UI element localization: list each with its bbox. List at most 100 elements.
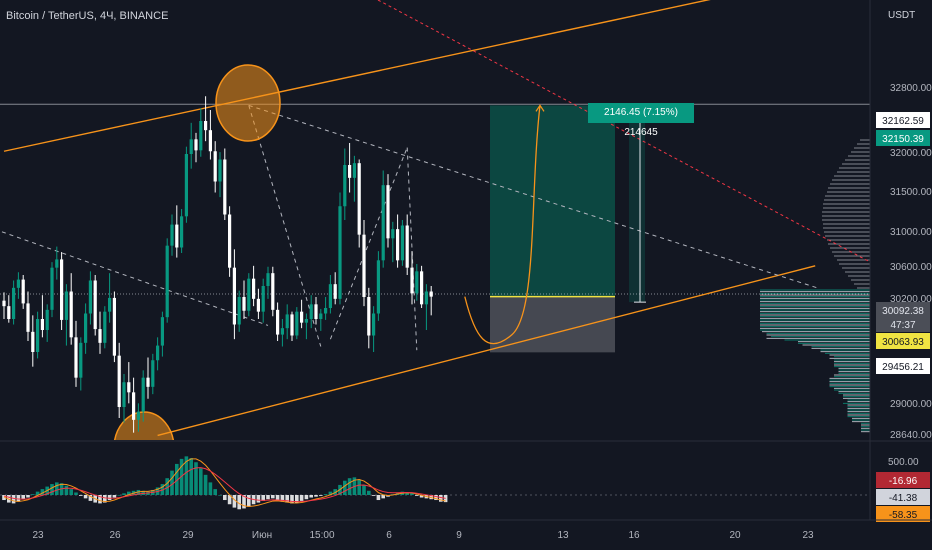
candle[interactable]	[204, 121, 208, 131]
candle[interactable]	[367, 297, 371, 336]
candle[interactable]	[180, 216, 184, 248]
candle[interactable]	[122, 382, 126, 407]
candle[interactable]	[74, 337, 78, 378]
candle[interactable]	[266, 273, 270, 286]
candle[interactable]	[415, 271, 419, 294]
candle[interactable]	[228, 214, 232, 268]
candle[interactable]	[252, 278, 256, 299]
candle[interactable]	[247, 278, 251, 311]
candle[interactable]	[132, 392, 136, 420]
candle[interactable]	[333, 284, 337, 299]
candle[interactable]	[309, 304, 313, 319]
candle[interactable]	[362, 234, 366, 297]
candle[interactable]	[156, 345, 160, 361]
candle[interactable]	[2, 300, 6, 307]
candle[interactable]	[352, 163, 356, 178]
candle[interactable]	[103, 311, 107, 343]
candle[interactable]	[424, 291, 428, 305]
candle[interactable]	[175, 224, 179, 248]
candle[interactable]	[223, 159, 227, 215]
candle[interactable]	[60, 259, 64, 320]
upper-channel-line[interactable]	[3, 0, 729, 152]
candle[interactable]	[136, 411, 140, 420]
candle[interactable]	[7, 306, 11, 319]
candle[interactable]	[400, 225, 404, 261]
candle[interactable]	[117, 355, 121, 407]
candle[interactable]	[357, 163, 361, 235]
candle[interactable]	[420, 271, 424, 305]
candle[interactable]	[429, 291, 433, 297]
candle[interactable]	[26, 303, 30, 332]
candle[interactable]	[127, 382, 131, 393]
candle[interactable]	[40, 319, 44, 330]
candle[interactable]	[285, 314, 289, 329]
candle[interactable]	[160, 317, 164, 346]
candle[interactable]	[31, 331, 35, 352]
red-dashed-line[interactable]	[377, 0, 870, 263]
pattern-dashed-line[interactable]	[248, 105, 322, 347]
candle[interactable]	[396, 229, 400, 261]
candle[interactable]	[261, 286, 265, 312]
candle[interactable]	[213, 151, 217, 182]
candle[interactable]	[391, 229, 395, 239]
candle[interactable]	[348, 165, 352, 178]
candle[interactable]	[88, 280, 92, 314]
candle[interactable]	[218, 159, 222, 182]
candle[interactable]	[242, 297, 246, 311]
candle[interactable]	[55, 259, 59, 268]
candle[interactable]	[50, 267, 54, 310]
candle[interactable]	[36, 319, 40, 352]
candle[interactable]	[405, 225, 409, 268]
descending-support-line[interactable]	[0, 229, 269, 326]
stop-zone[interactable]	[490, 296, 615, 353]
symbol-title[interactable]: Bitcoin / TetherUS, 4Ч, BINANCE	[6, 10, 169, 22]
candle[interactable]	[165, 245, 169, 318]
candle[interactable]	[98, 329, 102, 343]
price-axis[interactable]: 32800.00 32000.00 31500.00 31000.00 30600.00…	[876, 83, 932, 522]
price-pane[interactable]	[0, 0, 870, 484]
pattern-dashed-line[interactable]	[329, 147, 408, 340]
candle[interactable]	[64, 291, 68, 320]
candle[interactable]	[290, 314, 294, 336]
candle[interactable]	[232, 267, 236, 325]
candle[interactable]	[93, 280, 97, 330]
highlight-circle[interactable]	[113, 411, 175, 484]
candle[interactable]	[410, 267, 414, 294]
candle[interactable]	[328, 284, 332, 308]
candle[interactable]	[381, 185, 385, 261]
candle[interactable]	[343, 165, 347, 207]
candle[interactable]	[237, 297, 241, 325]
candle[interactable]	[45, 309, 49, 330]
candle[interactable]	[189, 139, 193, 154]
candle[interactable]	[21, 279, 25, 304]
candle[interactable]	[79, 342, 83, 378]
lower-channel-line[interactable]	[157, 265, 816, 437]
candle[interactable]	[146, 377, 150, 387]
candle[interactable]	[386, 185, 390, 239]
candle[interactable]	[108, 297, 112, 312]
candle[interactable]	[338, 206, 342, 299]
target-zone[interactable]	[490, 105, 615, 297]
candle[interactable]	[376, 260, 380, 314]
candle[interactable]	[304, 319, 308, 323]
oscillator-pane[interactable]	[0, 456, 870, 510]
candle[interactable]	[324, 308, 328, 314]
candle[interactable]	[280, 328, 284, 335]
candle[interactable]	[208, 130, 212, 152]
candle[interactable]	[112, 297, 116, 356]
candle[interactable]	[295, 311, 299, 336]
candle[interactable]	[69, 291, 73, 338]
time-axis[interactable]: 23 26 29 Июн 15:00 6 9 13 16 20 23	[32, 530, 814, 541]
candle[interactable]	[199, 121, 203, 151]
candle[interactable]	[256, 298, 260, 312]
candle[interactable]	[16, 279, 20, 288]
candle[interactable]	[300, 311, 304, 323]
candle[interactable]	[319, 313, 323, 320]
candle[interactable]	[170, 224, 174, 246]
pattern-dashed-line[interactable]	[406, 147, 418, 351]
candle[interactable]	[12, 287, 16, 319]
candle[interactable]	[84, 313, 88, 343]
candle[interactable]	[372, 313, 376, 336]
candle[interactable]	[276, 309, 280, 335]
currency-label[interactable]: USDT	[888, 10, 916, 21]
